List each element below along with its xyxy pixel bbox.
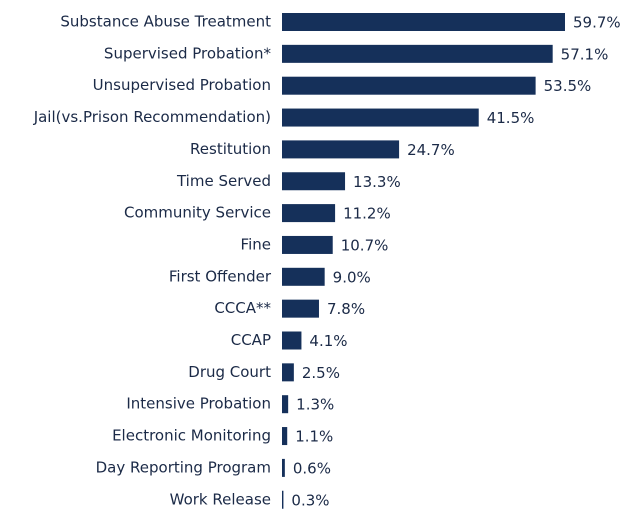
value-label: 0.6% [293, 459, 331, 477]
category-label: CCAP [231, 331, 271, 349]
category-label: Drug Court [188, 363, 271, 381]
value-label: 13.3% [353, 173, 401, 191]
value-label: 4.1% [309, 332, 347, 350]
category-label: Substance Abuse Treatment [60, 13, 271, 31]
bar [282, 427, 288, 446]
value-label: 59.7% [573, 14, 621, 32]
bar [282, 235, 333, 254]
value-label: 0.3% [291, 491, 329, 509]
value-label: 9.0% [333, 268, 371, 286]
bar [282, 267, 325, 286]
bar [282, 331, 302, 350]
bar [282, 172, 346, 191]
bar [282, 299, 319, 318]
category-label: Work Release [170, 490, 271, 508]
bar [282, 13, 565, 31]
bar [282, 108, 479, 127]
category-label: Jail(vs.Prison Recommendation) [33, 108, 271, 126]
category-label: CCCA** [214, 299, 271, 317]
category-label: Unsupervised Probation [93, 76, 271, 94]
category-label: Restitution [190, 140, 271, 158]
category-label: Intensive Probation [126, 395, 271, 413]
value-label: 11.2% [343, 205, 391, 223]
bar [282, 204, 336, 223]
bar [282, 76, 536, 95]
category-label: Day Reporting Program [96, 458, 271, 476]
bar [282, 140, 400, 159]
category-label: First Offender [169, 267, 272, 285]
bar [282, 458, 285, 477]
category-label: Electronic Monitoring [112, 427, 271, 445]
value-label: 1.1% [295, 428, 333, 446]
value-label: 10.7% [341, 236, 389, 254]
bar [282, 363, 294, 382]
value-label: 41.5% [487, 109, 535, 127]
bar [282, 490, 284, 509]
value-label: 2.5% [302, 364, 340, 382]
value-label: 7.8% [327, 300, 365, 318]
value-label: 57.1% [561, 45, 609, 63]
category-label: Community Service [124, 204, 271, 222]
value-label: 53.5% [544, 77, 592, 95]
value-label: 1.3% [296, 396, 334, 414]
value-label: 24.7% [407, 141, 455, 159]
bar [282, 395, 289, 414]
category-label: Time Served [176, 172, 271, 190]
category-label: Fine [241, 235, 271, 253]
bar [282, 44, 553, 63]
category-label: Supervised Probation* [104, 44, 272, 62]
